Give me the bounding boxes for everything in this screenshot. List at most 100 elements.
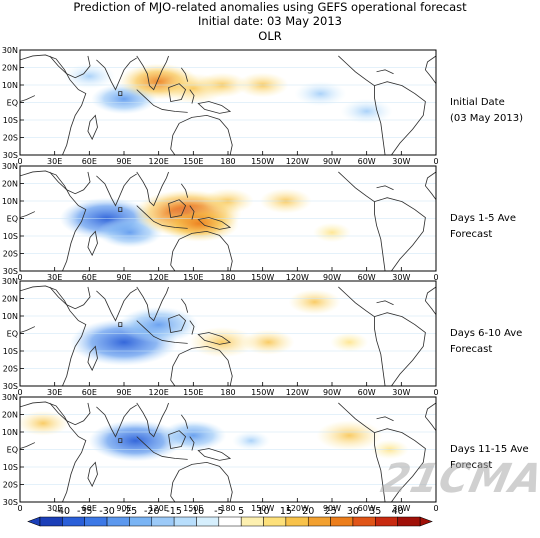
colorbar-swatch <box>39 516 63 527</box>
y-tick-label: 30S <box>3 151 18 160</box>
y-tick-label: 10N <box>2 428 18 437</box>
anomaly-mark-1-2 <box>63 63 116 89</box>
colorbar-label: -25 <box>122 506 138 517</box>
panel-label-line1: Days 11-15 Ave <box>450 444 529 455</box>
colorbar-label: 25 <box>325 506 337 517</box>
panel-label-line1: Initial Date <box>450 97 505 108</box>
x-tick-label: 30W <box>392 273 410 282</box>
anomaly-mark-3-3 <box>189 327 256 358</box>
x-tick-label: 30W <box>392 504 410 513</box>
figure-title-line1: Prediction of MJO-related anomalies usin… <box>73 0 467 14</box>
anomaly-mark-2-7 <box>313 222 351 243</box>
y-tick-label: 10N <box>2 312 18 321</box>
y-tick-label: 10S <box>3 232 18 241</box>
x-tick-label: 60W <box>358 157 376 166</box>
y-tick-label: EQ <box>7 330 18 339</box>
y-tick-label: 20N <box>2 64 18 73</box>
x-tick-label: 90W <box>323 388 341 397</box>
x-tick-label: 120E <box>149 273 169 282</box>
colorbar-swatch <box>173 516 197 527</box>
x-tick-label: 120W <box>286 504 309 513</box>
x-tick-label: 0 <box>17 388 22 397</box>
y-tick-label: 20S <box>3 365 18 374</box>
y-tick-label: 30N <box>2 277 18 286</box>
anomaly-mark-4-4 <box>232 431 271 451</box>
x-tick-label: 180 <box>220 504 235 513</box>
x-tick-label: 60W <box>358 504 376 513</box>
x-tick-label: 90W <box>323 273 341 282</box>
y-tick-label: 30N <box>2 393 18 402</box>
colorbar-label: -35 <box>77 506 93 517</box>
colorbar-max-arrow <box>419 516 433 527</box>
x-tick-label: 180 <box>220 388 235 397</box>
x-tick-label: 90E <box>116 504 131 513</box>
x-tick-label: 150E <box>183 504 203 513</box>
panel-label-line1: Days 6-10 Ave <box>450 328 522 339</box>
x-tick-label: 150E <box>183 388 203 397</box>
colorbar-swatch <box>196 516 220 527</box>
x-tick-label: 90W <box>323 504 341 513</box>
y-tick-label: 10S <box>3 116 18 125</box>
x-tick-label: 60W <box>358 388 376 397</box>
x-tick-label: 150W <box>251 504 274 513</box>
colorbar-swatch <box>285 516 309 527</box>
x-tick-label: 150W <box>251 157 274 166</box>
x-tick-label: 90E <box>116 157 131 166</box>
colorbar-label: -5 <box>214 506 223 517</box>
colorbar-swatch <box>84 516 108 527</box>
colorbar-label: 40 <box>392 506 404 517</box>
y-tick-label: 20N <box>2 180 18 189</box>
colorbar-min-arrow <box>27 516 41 527</box>
x-tick-label: 150W <box>251 388 274 397</box>
colorbar-swatch <box>106 516 130 527</box>
colorbar-label: 5 <box>238 506 244 517</box>
anomaly-mark-3-6 <box>330 332 369 352</box>
anomaly-mark-3-4 <box>242 329 295 355</box>
x-tick-label: 30W <box>392 157 410 166</box>
y-tick-label: 10S <box>3 463 18 472</box>
panel-label-line2: Forecast <box>450 460 492 471</box>
panel-label-line2: Forecast <box>450 229 492 240</box>
anomaly-mark-3-5 <box>288 289 341 315</box>
anomaly-mark-4-5 <box>316 420 383 451</box>
x-tick-label: 60E <box>82 157 97 166</box>
x-tick-label: 60E <box>82 273 97 282</box>
panel-label-line2: (03 May 2013) <box>450 113 523 124</box>
colorbar-swatch <box>307 516 331 527</box>
x-tick-label: 120E <box>149 388 169 397</box>
anomaly-mark-4-3 <box>20 410 70 436</box>
anomaly-mark-1-8 <box>340 98 393 124</box>
y-tick-label: 30S <box>3 382 18 391</box>
x-tick-label: 120W <box>286 273 309 282</box>
x-tick-label: 90E <box>116 388 131 397</box>
x-tick-label: 0 <box>433 504 438 513</box>
colorbar-swatch <box>218 516 242 527</box>
x-tick-label: 120W <box>286 157 309 166</box>
colorbar-label: 30 <box>347 506 359 517</box>
x-tick-label: 0 <box>17 273 22 282</box>
x-tick-label: 30E <box>47 157 62 166</box>
y-tick-label: 10S <box>3 347 18 356</box>
colorbar: -40 -35 -30 -25 -20 -15 -10 -5 5 10 15 20 25 30 35 40 <box>27 506 433 527</box>
colorbar-swatch <box>397 516 421 527</box>
colorbar-swatch <box>352 516 376 527</box>
colorbar-label: -30 <box>99 506 115 517</box>
x-tick-label: 0 <box>17 157 22 166</box>
colorbar-swatch <box>240 516 264 527</box>
x-tick-label: 120W <box>286 388 309 397</box>
colorbar-swatch <box>129 516 153 527</box>
colorbar-label: -20 <box>144 506 160 517</box>
colorbar-label: 20 <box>302 506 314 517</box>
x-tick-label: 30E <box>47 388 62 397</box>
x-tick-label: 60E <box>82 388 97 397</box>
x-tick-label: 120E <box>149 504 169 513</box>
x-tick-label: 150E <box>183 157 203 166</box>
x-tick-label: 30E <box>47 504 62 513</box>
y-tick-label: 30S <box>3 267 18 276</box>
x-tick-label: 90E <box>116 273 131 282</box>
y-tick-label: 30S <box>3 498 18 507</box>
